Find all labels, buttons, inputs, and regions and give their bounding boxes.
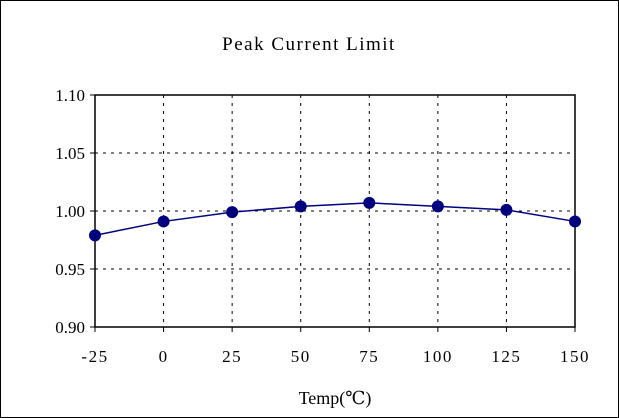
series-layer bbox=[89, 196, 581, 242]
y-tick-label: 0.95 bbox=[55, 260, 85, 279]
chart-title: Peak Current Limit bbox=[222, 34, 396, 55]
y-tick-labels: 1.10 1.05 1.00 0.95 0.90 bbox=[55, 86, 85, 337]
y-tick-label: 0.90 bbox=[55, 318, 85, 337]
series-line bbox=[94, 202, 576, 237]
x-axis-label: Temp(℃) bbox=[299, 388, 372, 409]
data-point bbox=[500, 203, 513, 216]
x-tick-label: 0 bbox=[159, 347, 169, 366]
data-point bbox=[157, 215, 170, 228]
x-tick-label: 150 bbox=[560, 347, 590, 366]
data-point bbox=[294, 200, 307, 213]
data-point bbox=[363, 196, 376, 209]
data-point bbox=[89, 229, 101, 242]
grid-layer bbox=[90, 94, 576, 332]
y-tick-label: 1.10 bbox=[55, 86, 85, 105]
x-tick-label: -25 bbox=[81, 347, 108, 366]
y-tick-label: 1.05 bbox=[55, 144, 85, 163]
x-tick-label: 75 bbox=[359, 347, 379, 366]
y-tick-label: 1.00 bbox=[55, 202, 85, 221]
x-tick-label: 25 bbox=[222, 347, 242, 366]
x-tick-label: 100 bbox=[423, 347, 453, 366]
data-point bbox=[431, 200, 444, 213]
x-tick-label: 125 bbox=[491, 347, 521, 366]
x-tick-label: 50 bbox=[291, 347, 311, 366]
data-point bbox=[226, 206, 239, 219]
data-point bbox=[569, 215, 581, 228]
x-tick-labels: -25 0 25 50 75 100 125 150 bbox=[81, 347, 590, 366]
